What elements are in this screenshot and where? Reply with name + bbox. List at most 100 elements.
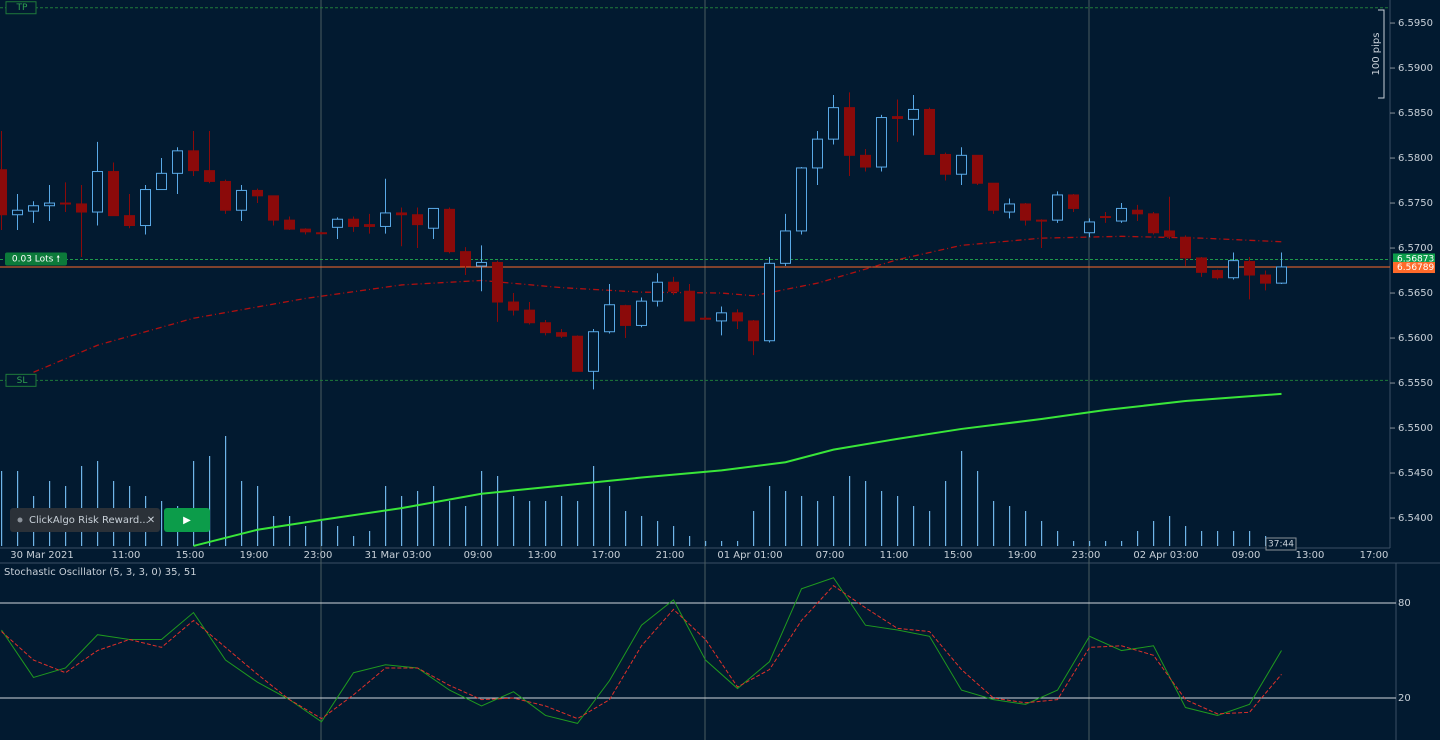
volume-bar [385,486,387,546]
candle-body [204,170,215,182]
candle-body [796,167,807,232]
range-bracket [1378,9,1385,99]
candle-body [1132,209,1143,215]
volume-bar [1137,531,1139,546]
series-line [1,584,1282,720]
volume-bar [801,496,803,546]
volume-bar [753,511,755,546]
x-tick-label: 21:00 [656,550,685,561]
y-tick-label: 20 [1398,693,1411,704]
candle-body [1084,221,1095,234]
volume-bar [449,501,451,546]
volume-bar [1073,541,1075,546]
candle-body [1196,257,1207,273]
x-tick-label: 23:00 [1072,550,1101,561]
candle-body [1068,194,1079,209]
y-tick-label: 6.5600 [1398,333,1433,344]
candle-body [988,182,999,211]
y-tick-label: 6.5950 [1398,18,1433,29]
play-button[interactable] [164,508,210,532]
volume-bar [305,526,307,546]
volume-bar [961,451,963,546]
volume-bar [1249,531,1251,546]
volume-bar [561,496,563,546]
candle-body [172,150,183,174]
series-line [1,577,1282,724]
y-tick-label: 6.5900 [1398,63,1433,74]
volume-bar [1057,531,1059,546]
candle-body [956,154,967,175]
x-tick-label: 19:00 [240,550,269,561]
x-tick-label: 02 Apr 03:00 [1133,550,1198,561]
volume-bar [657,521,659,546]
x-tick-label: 11:00 [880,550,909,561]
candle-body [476,261,487,267]
candle-body [700,317,711,320]
x-tick-label: 13:00 [1296,550,1325,561]
risk-reward-widget[interactable]: ClickAlgo Risk Reward... ✕ ▶ [10,508,210,532]
candle-body [1148,213,1159,234]
candle-body [428,207,439,229]
volume-bar [1185,526,1187,546]
x-tick-label: 07:00 [816,550,845,561]
bid-label: 6.56873 [1397,254,1434,264]
x-tick-label: 11:00 [112,550,141,561]
x-tick-label: 01 Apr 01:00 [717,550,782,561]
volume-bar [1201,531,1203,546]
volume-bar [289,516,291,546]
candle-body [828,107,839,140]
candle-body [316,232,327,235]
candle-body [396,212,407,216]
candle-body [1180,236,1191,259]
volume-bar [625,511,627,546]
x-tick-label: 13:00 [528,550,557,561]
volume-bar [945,481,947,546]
candle-body [844,107,855,156]
moving-average [33,235,1282,373]
candle-body [252,189,263,197]
indicator-title: Stochastic Oscillator (5, 3, 3, 0) 35, 5… [4,567,197,578]
volume-bar [993,501,995,546]
volume-bar [161,501,163,546]
volume-bar [881,491,883,546]
lots-label: 0.03 Lots 🠕 [12,253,60,264]
candle-body [556,332,567,337]
candle-body [380,212,391,227]
candle-body [76,203,87,213]
x-tick-label: 23:00 [304,550,333,561]
candle-body [444,208,455,253]
candle-body [1212,270,1223,279]
candle-body [860,154,871,168]
candle-body [348,218,359,227]
candle-body [732,312,743,322]
volume-bar [705,541,707,546]
volume-bar [865,481,867,546]
range-label: 100 pips [1371,33,1382,76]
trend-line [193,392,1282,547]
candle-body [460,251,471,267]
level-label: SL [17,376,28,386]
candle-body [332,218,343,228]
y-tick-label: 6.5750 [1398,198,1433,209]
candle-body [1004,203,1015,213]
lots-tag [5,252,67,266]
volume-bar [641,516,643,546]
widget-close[interactable]: ✕ [147,515,155,526]
candle-body [156,172,167,191]
candle-body [540,322,551,334]
volume-bar [1,471,3,546]
candle-body [652,281,663,302]
volume-bar [337,526,339,546]
price-tag [1393,262,1435,274]
candle-body [364,224,375,227]
volume-bar [737,541,739,546]
candle-body [140,189,151,227]
play-icon: ▶ [183,515,191,526]
level-label: TP [16,3,28,13]
price-label: 6.56789 [1397,263,1434,273]
x-tick-label: 15:00 [944,550,973,561]
volume-bar [593,466,595,546]
volume-bar [913,506,915,546]
candle-body [284,219,295,230]
y-tick-label: 80 [1398,598,1411,609]
